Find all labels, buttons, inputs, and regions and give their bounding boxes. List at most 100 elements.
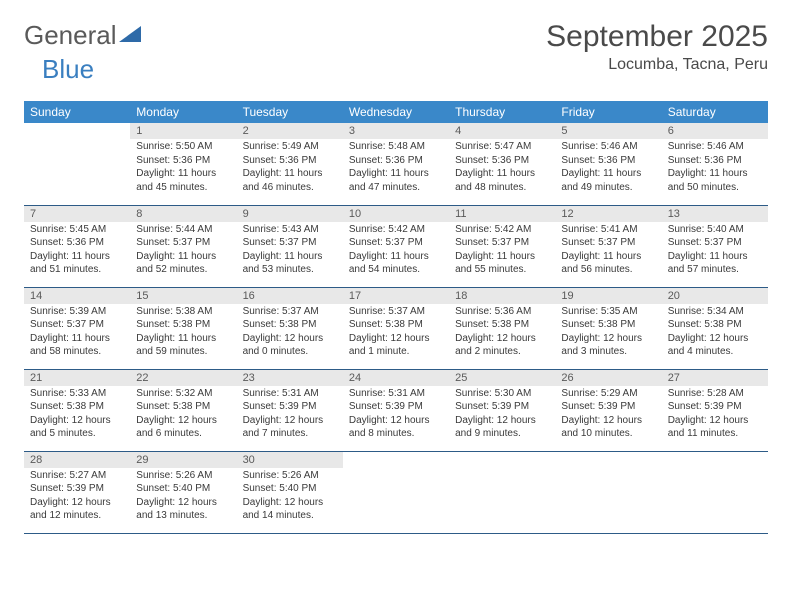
- day-entries: Sunrise: 5:36 AMSunset: 5:38 PMDaylight:…: [449, 304, 555, 363]
- sunrise-text: Sunrise: 5:28 AM: [668, 387, 762, 401]
- day-entries: Sunrise: 5:26 AMSunset: 5:40 PMDaylight:…: [130, 468, 236, 527]
- day-entries: Sunrise: 5:46 AMSunset: 5:36 PMDaylight:…: [662, 139, 768, 198]
- day-entries: Sunrise: 5:38 AMSunset: 5:38 PMDaylight:…: [130, 304, 236, 363]
- calendar-body: 1Sunrise: 5:50 AMSunset: 5:36 PMDaylight…: [24, 123, 768, 533]
- daylight-text: Daylight: 12 hours and 9 minutes.: [455, 414, 549, 441]
- daylight-text: Daylight: 12 hours and 11 minutes.: [668, 414, 762, 441]
- day-cell-21: 21Sunrise: 5:33 AMSunset: 5:38 PMDayligh…: [24, 369, 130, 451]
- day-number: 17: [343, 288, 449, 304]
- daylight-text: Daylight: 11 hours and 51 minutes.: [30, 250, 124, 277]
- day-number: 20: [662, 288, 768, 304]
- day-number: 30: [237, 452, 343, 468]
- day-header-saturday: Saturday: [662, 101, 768, 123]
- day-cell-17: 17Sunrise: 5:37 AMSunset: 5:38 PMDayligh…: [343, 287, 449, 369]
- day-cell-25: 25Sunrise: 5:30 AMSunset: 5:39 PMDayligh…: [449, 369, 555, 451]
- daylight-text: Daylight: 12 hours and 12 minutes.: [30, 496, 124, 523]
- day-entries: Sunrise: 5:31 AMSunset: 5:39 PMDaylight:…: [237, 386, 343, 445]
- sunset-text: Sunset: 5:38 PM: [136, 318, 230, 332]
- sunrise-text: Sunrise: 5:36 AM: [455, 305, 549, 319]
- day-number: 14: [24, 288, 130, 304]
- day-number: 15: [130, 288, 236, 304]
- sunrise-text: Sunrise: 5:50 AM: [136, 140, 230, 154]
- week-row: 28Sunrise: 5:27 AMSunset: 5:39 PMDayligh…: [24, 451, 768, 533]
- daylight-text: Daylight: 11 hours and 52 minutes.: [136, 250, 230, 277]
- sunset-text: Sunset: 5:40 PM: [136, 482, 230, 496]
- sunrise-text: Sunrise: 5:42 AM: [349, 223, 443, 237]
- day-cell-27: 27Sunrise: 5:28 AMSunset: 5:39 PMDayligh…: [662, 369, 768, 451]
- day-number: 29: [130, 452, 236, 468]
- sunset-text: Sunset: 5:37 PM: [349, 236, 443, 250]
- daylight-text: Daylight: 11 hours and 57 minutes.: [668, 250, 762, 277]
- day-cell-16: 16Sunrise: 5:37 AMSunset: 5:38 PMDayligh…: [237, 287, 343, 369]
- sunset-text: Sunset: 5:38 PM: [136, 400, 230, 414]
- sunset-text: Sunset: 5:36 PM: [243, 154, 337, 168]
- day-cell-19: 19Sunrise: 5:35 AMSunset: 5:38 PMDayligh…: [555, 287, 661, 369]
- day-number: 22: [130, 370, 236, 386]
- day-cell-13: 13Sunrise: 5:40 AMSunset: 5:37 PMDayligh…: [662, 205, 768, 287]
- sunset-text: Sunset: 5:39 PM: [668, 400, 762, 414]
- day-number: 27: [662, 370, 768, 386]
- sunset-text: Sunset: 5:37 PM: [668, 236, 762, 250]
- daylight-text: Daylight: 11 hours and 47 minutes.: [349, 167, 443, 194]
- daylight-text: Daylight: 12 hours and 3 minutes.: [561, 332, 655, 359]
- day-number: 28: [24, 452, 130, 468]
- day-entries: Sunrise: 5:27 AMSunset: 5:39 PMDaylight:…: [24, 468, 130, 527]
- day-entries: Sunrise: 5:30 AMSunset: 5:39 PMDaylight:…: [449, 386, 555, 445]
- day-entries: Sunrise: 5:50 AMSunset: 5:36 PMDaylight:…: [130, 139, 236, 198]
- daylight-text: Daylight: 12 hours and 0 minutes.: [243, 332, 337, 359]
- day-number: 1: [130, 123, 236, 139]
- day-header-friday: Friday: [555, 101, 661, 123]
- sunrise-text: Sunrise: 5:33 AM: [30, 387, 124, 401]
- day-cell-14: 14Sunrise: 5:39 AMSunset: 5:37 PMDayligh…: [24, 287, 130, 369]
- day-cell-18: 18Sunrise: 5:36 AMSunset: 5:38 PMDayligh…: [449, 287, 555, 369]
- sunrise-text: Sunrise: 5:45 AM: [30, 223, 124, 237]
- day-number: 6: [662, 123, 768, 139]
- sunrise-text: Sunrise: 5:40 AM: [668, 223, 762, 237]
- daylight-text: Daylight: 11 hours and 54 minutes.: [349, 250, 443, 277]
- sunset-text: Sunset: 5:38 PM: [668, 318, 762, 332]
- day-header-row: SundayMondayTuesdayWednesdayThursdayFrid…: [24, 101, 768, 123]
- day-cell-10: 10Sunrise: 5:42 AMSunset: 5:37 PMDayligh…: [343, 205, 449, 287]
- sunset-text: Sunset: 5:38 PM: [455, 318, 549, 332]
- sunset-text: Sunset: 5:37 PM: [455, 236, 549, 250]
- sunrise-text: Sunrise: 5:47 AM: [455, 140, 549, 154]
- day-entries: Sunrise: 5:28 AMSunset: 5:39 PMDaylight:…: [662, 386, 768, 445]
- day-number: 16: [237, 288, 343, 304]
- day-header-sunday: Sunday: [24, 101, 130, 123]
- day-entries: Sunrise: 5:43 AMSunset: 5:37 PMDaylight:…: [237, 222, 343, 281]
- daylight-text: Daylight: 12 hours and 8 minutes.: [349, 414, 443, 441]
- daylight-text: Daylight: 12 hours and 5 minutes.: [30, 414, 124, 441]
- day-number: 18: [449, 288, 555, 304]
- week-row: 14Sunrise: 5:39 AMSunset: 5:37 PMDayligh…: [24, 287, 768, 369]
- logo-text-general: General: [24, 20, 117, 51]
- day-cell-26: 26Sunrise: 5:29 AMSunset: 5:39 PMDayligh…: [555, 369, 661, 451]
- day-entries: Sunrise: 5:41 AMSunset: 5:37 PMDaylight:…: [555, 222, 661, 281]
- sunset-text: Sunset: 5:39 PM: [243, 400, 337, 414]
- day-entries: Sunrise: 5:37 AMSunset: 5:38 PMDaylight:…: [343, 304, 449, 363]
- day-number: 8: [130, 206, 236, 222]
- daylight-text: Daylight: 12 hours and 4 minutes.: [668, 332, 762, 359]
- day-header-thursday: Thursday: [449, 101, 555, 123]
- sunrise-text: Sunrise: 5:35 AM: [561, 305, 655, 319]
- day-cell-6: 6Sunrise: 5:46 AMSunset: 5:36 PMDaylight…: [662, 123, 768, 205]
- day-header-tuesday: Tuesday: [237, 101, 343, 123]
- sunset-text: Sunset: 5:36 PM: [30, 236, 124, 250]
- daylight-text: Daylight: 12 hours and 7 minutes.: [243, 414, 337, 441]
- day-number: 9: [237, 206, 343, 222]
- day-cell-8: 8Sunrise: 5:44 AMSunset: 5:37 PMDaylight…: [130, 205, 236, 287]
- day-cell-20: 20Sunrise: 5:34 AMSunset: 5:38 PMDayligh…: [662, 287, 768, 369]
- sunset-text: Sunset: 5:38 PM: [30, 400, 124, 414]
- sunrise-text: Sunrise: 5:30 AM: [455, 387, 549, 401]
- day-number: 12: [555, 206, 661, 222]
- day-entries: Sunrise: 5:42 AMSunset: 5:37 PMDaylight:…: [343, 222, 449, 281]
- logo-text-blue: Blue: [42, 54, 94, 84]
- daylight-text: Daylight: 11 hours and 56 minutes.: [561, 250, 655, 277]
- sunset-text: Sunset: 5:40 PM: [243, 482, 337, 496]
- title-block: September 2025 Locumba, Tacna, Peru: [546, 20, 768, 74]
- sunrise-text: Sunrise: 5:31 AM: [349, 387, 443, 401]
- daylight-text: Daylight: 11 hours and 48 minutes.: [455, 167, 549, 194]
- day-cell-empty: [24, 123, 130, 205]
- day-cell-28: 28Sunrise: 5:27 AMSunset: 5:39 PMDayligh…: [24, 451, 130, 533]
- daylight-text: Daylight: 11 hours and 55 minutes.: [455, 250, 549, 277]
- day-number: [24, 123, 130, 139]
